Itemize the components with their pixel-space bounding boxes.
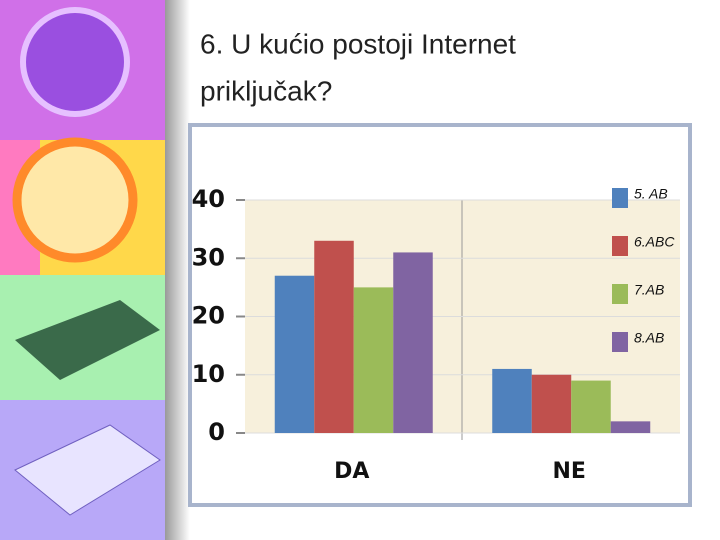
bar [610,421,651,433]
y-tick-label: 20 [192,302,225,330]
legend-swatch [612,284,628,304]
bar [393,252,433,433]
legend-label: 6.ABC [634,234,675,250]
x-tick-label: NE [553,459,586,484]
decoration [0,0,190,540]
y-tick-label: 0 [208,418,225,446]
legend-swatch [612,332,628,352]
bar [531,374,572,433]
legend-swatch [612,236,628,256]
bar [353,287,394,433]
chart: 0 10 20 30 40 DA NE 5. AB 6.ABC 7.AB 8.AB [192,185,680,484]
y-tick-label: 10 [192,360,225,388]
bar [492,368,532,433]
legend-swatch [612,188,628,208]
title: priključak? [200,75,332,106]
y-tick-label: 30 [192,243,225,271]
legend-label: 7.AB [634,282,664,298]
bar [274,275,315,433]
x-tick-label: DA [334,459,369,484]
legend-label: 8.AB [634,330,664,346]
bar [571,380,611,433]
title: 6. U kućio postoji Internet [200,28,516,59]
bar [314,240,354,433]
y-tick-label: 40 [192,185,225,213]
legend-label: 5. AB [634,186,668,202]
